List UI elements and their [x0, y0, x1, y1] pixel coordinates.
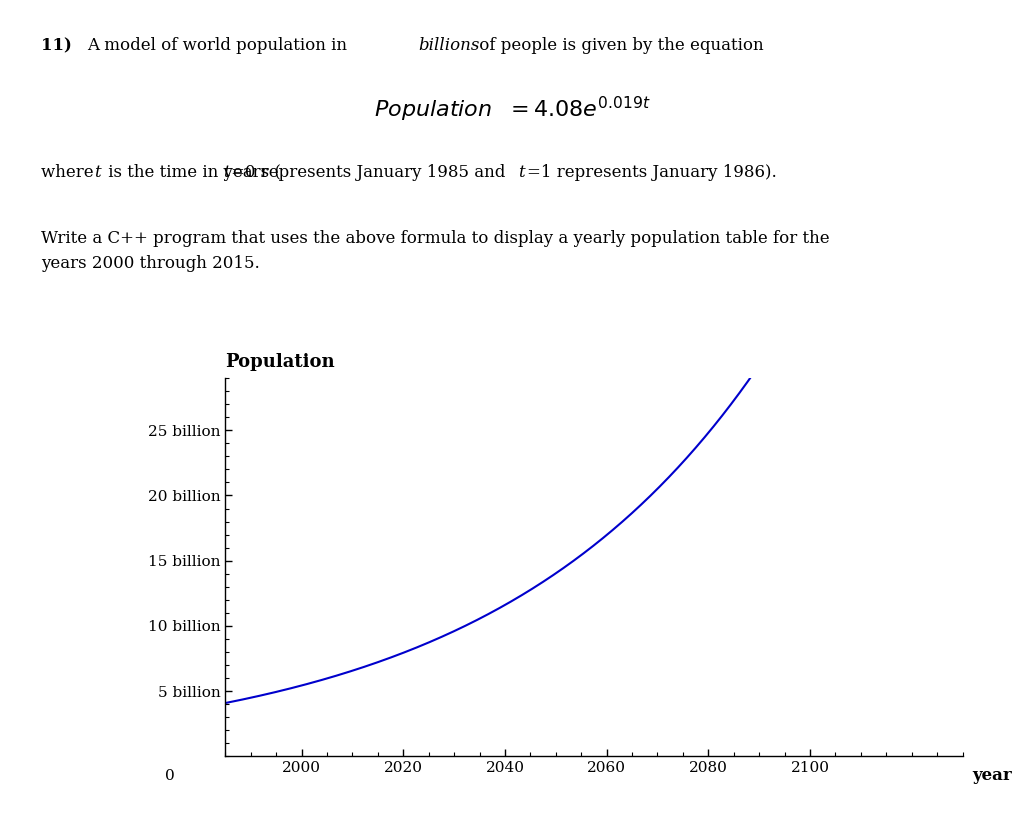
Text: =1 represents January 1986).: =1 represents January 1986). [527, 164, 777, 182]
Text: 0: 0 [165, 769, 174, 783]
Text: $\mathit{Population}\ \ = 4.08e^{0.019t}$: $\mathit{Population}\ \ = 4.08e^{0.019t}… [374, 95, 650, 124]
Text: year: year [973, 767, 1013, 784]
Text: t: t [94, 164, 100, 182]
Text: Write a C++ program that uses the above formula to display a yearly population t: Write a C++ program that uses the above … [41, 230, 829, 247]
Text: 11): 11) [41, 37, 72, 54]
Text: years 2000 through 2015.: years 2000 through 2015. [41, 255, 260, 272]
Text: billions: billions [418, 37, 479, 54]
Text: =0 represents January 1985 and: =0 represents January 1985 and [231, 164, 511, 182]
Text: of people is given by the equation: of people is given by the equation [474, 37, 764, 54]
Text: t: t [223, 164, 229, 182]
Text: Population: Population [225, 353, 335, 371]
Text: is the time in years (: is the time in years ( [103, 164, 282, 182]
Text: t: t [518, 164, 524, 182]
Text: where: where [41, 164, 99, 182]
Text: A model of world population in: A model of world population in [87, 37, 352, 54]
